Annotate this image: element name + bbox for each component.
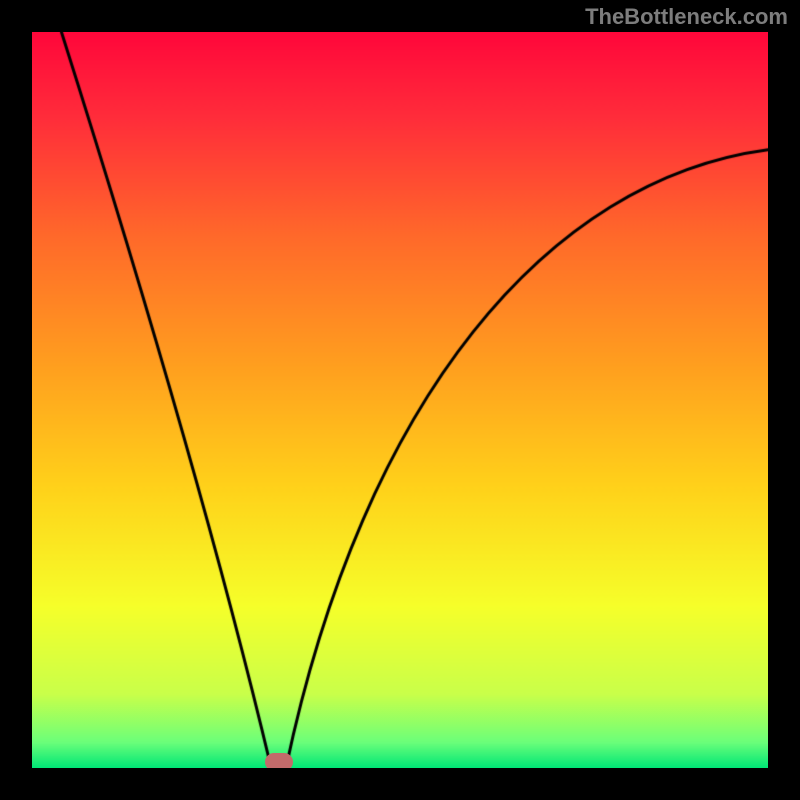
plot-area xyxy=(32,32,768,768)
curve-layer xyxy=(32,32,768,768)
watermark-text: TheBottleneck.com xyxy=(585,4,788,30)
chart-container: TheBottleneck.com xyxy=(0,0,800,800)
minimum-marker xyxy=(265,753,293,768)
